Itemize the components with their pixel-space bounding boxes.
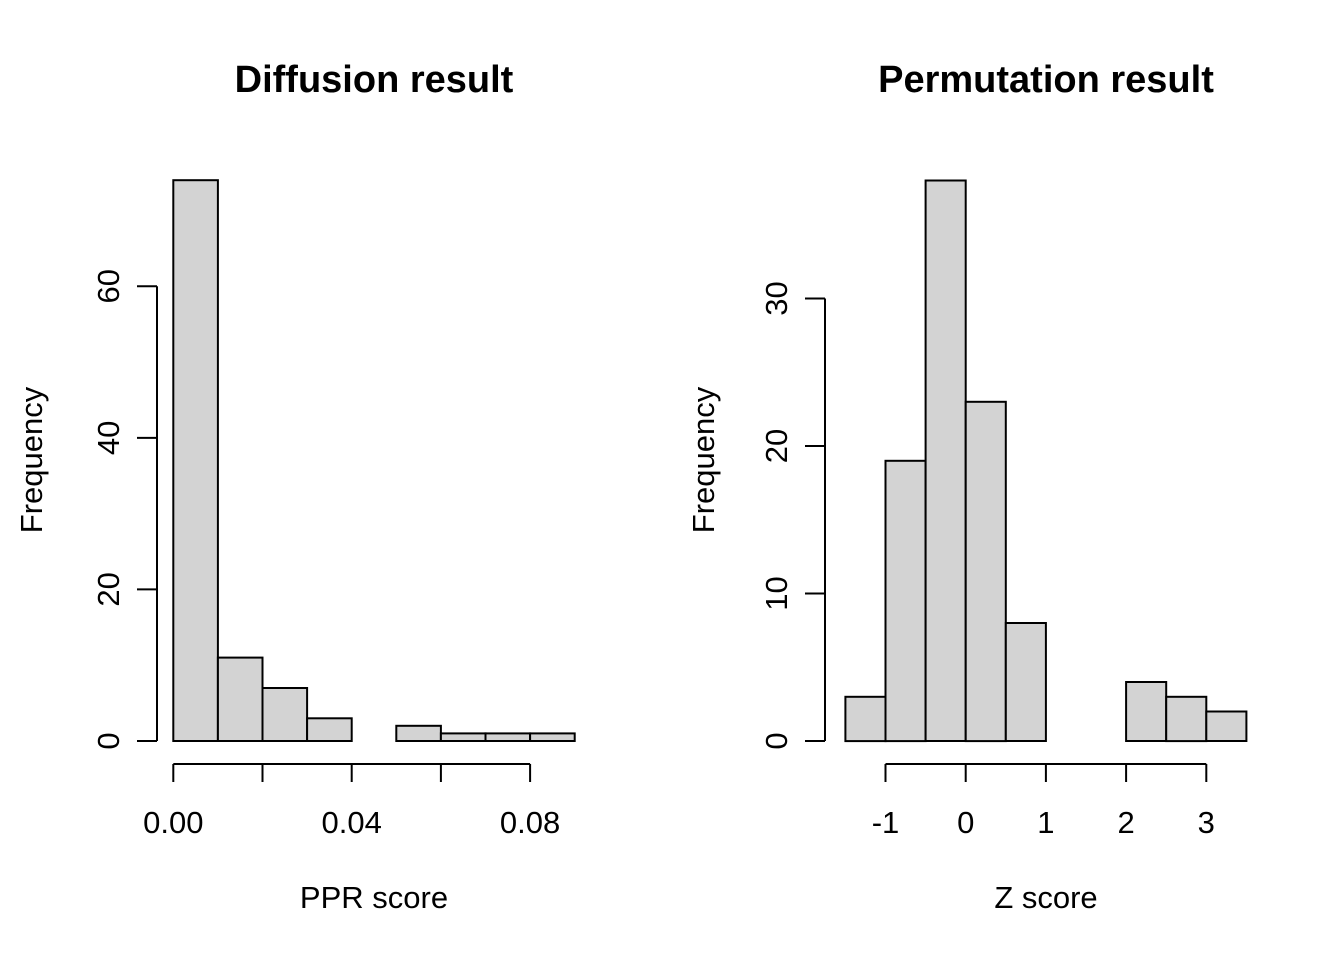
histogram-bar (1125, 681, 1168, 742)
histogram-bar (964, 400, 1007, 743)
histogram-bar (261, 687, 309, 742)
histogram-bar (395, 724, 442, 742)
histogram-bar (172, 179, 219, 742)
histogram-bar (884, 459, 927, 743)
y-axis-label: Frequency (14, 386, 49, 533)
y-tick-label: 30 (759, 281, 794, 315)
y-tick-label: 20 (91, 572, 126, 606)
y-axis-label: Frequency (686, 386, 721, 533)
histogram-bar (844, 695, 887, 743)
bars (172, 179, 576, 743)
y-tick-label: 0 (91, 732, 126, 749)
histogram-bar (924, 179, 967, 742)
x-tick-label: 1 (1037, 805, 1054, 840)
x-tick-label: 0.04 (322, 805, 382, 840)
histogram-bar (306, 717, 353, 742)
x-tick-label: 0 (957, 805, 974, 840)
chart-title: Permutation result (878, 59, 1214, 101)
permutation-histogram-panel: Permutation result 0 10 20 30 -1 0 1 2 3 Z scor… (686, 59, 1248, 915)
x-axis: -1 0 1 2 3 (872, 763, 1215, 840)
chart-title: Diffusion result (235, 59, 514, 101)
y-tick-label: 60 (91, 269, 126, 303)
histogram-bar (484, 732, 532, 743)
diffusion-histogram-panel: Diffusion result 0 20 40 60 0.00 0.04 0.08 PP… (14, 59, 576, 915)
histogram-bar (529, 732, 576, 743)
y-tick-label: 40 (91, 421, 126, 455)
histogram-bar (1165, 695, 1208, 743)
x-axis: 0.00 0.04 0.08 (143, 763, 560, 840)
histogram-bar (1205, 710, 1248, 742)
x-tick-label: -1 (872, 805, 900, 840)
x-tick-label: 0.00 (143, 805, 203, 840)
x-axis-label: PPR score (300, 880, 448, 915)
x-tick-label: 3 (1198, 805, 1215, 840)
x-tick-label: 0.08 (500, 805, 560, 840)
histogram-bar (439, 732, 487, 743)
bars (844, 179, 1248, 743)
y-tick-label: 20 (759, 429, 794, 463)
y-axis: 0 10 20 30 (759, 281, 826, 750)
histogram-bar (1004, 622, 1047, 742)
x-tick-label: 2 (1117, 805, 1134, 840)
y-tick-label: 0 (759, 732, 794, 749)
y-tick-label: 10 (759, 576, 794, 610)
histogram-bar (216, 656, 264, 742)
x-axis-label: Z score (994, 880, 1097, 915)
y-axis: 0 20 40 60 (91, 269, 158, 750)
